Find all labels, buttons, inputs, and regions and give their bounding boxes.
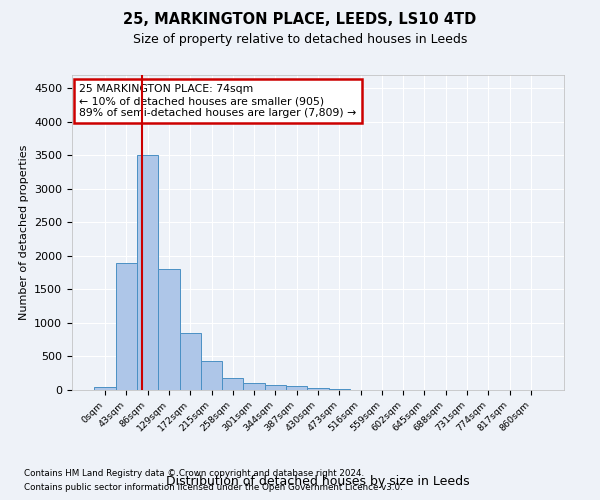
Bar bbox=[94, 386, 116, 390]
Bar bbox=[116, 262, 137, 390]
Text: 25, MARKINGTON PLACE, LEEDS, LS10 4TD: 25, MARKINGTON PLACE, LEEDS, LS10 4TD bbox=[124, 12, 476, 28]
Text: Contains HM Land Registry data © Crown copyright and database right 2024.: Contains HM Land Registry data © Crown c… bbox=[24, 468, 364, 477]
Text: Contains public sector information licensed under the Open Government Licence v3: Contains public sector information licen… bbox=[24, 484, 403, 492]
Y-axis label: Number of detached properties: Number of detached properties bbox=[19, 145, 29, 320]
X-axis label: Distribution of detached houses by size in Leeds: Distribution of detached houses by size … bbox=[166, 475, 470, 488]
Bar bbox=[158, 270, 179, 390]
Bar bbox=[201, 360, 222, 390]
Bar bbox=[307, 388, 329, 390]
Bar bbox=[222, 378, 244, 390]
Bar bbox=[179, 333, 201, 390]
Bar bbox=[286, 386, 307, 390]
Bar bbox=[244, 382, 265, 390]
Bar bbox=[265, 385, 286, 390]
Text: Size of property relative to detached houses in Leeds: Size of property relative to detached ho… bbox=[133, 32, 467, 46]
Bar bbox=[137, 156, 158, 390]
Text: 25 MARKINGTON PLACE: 74sqm
← 10% of detached houses are smaller (905)
89% of sem: 25 MARKINGTON PLACE: 74sqm ← 10% of deta… bbox=[79, 84, 356, 117]
